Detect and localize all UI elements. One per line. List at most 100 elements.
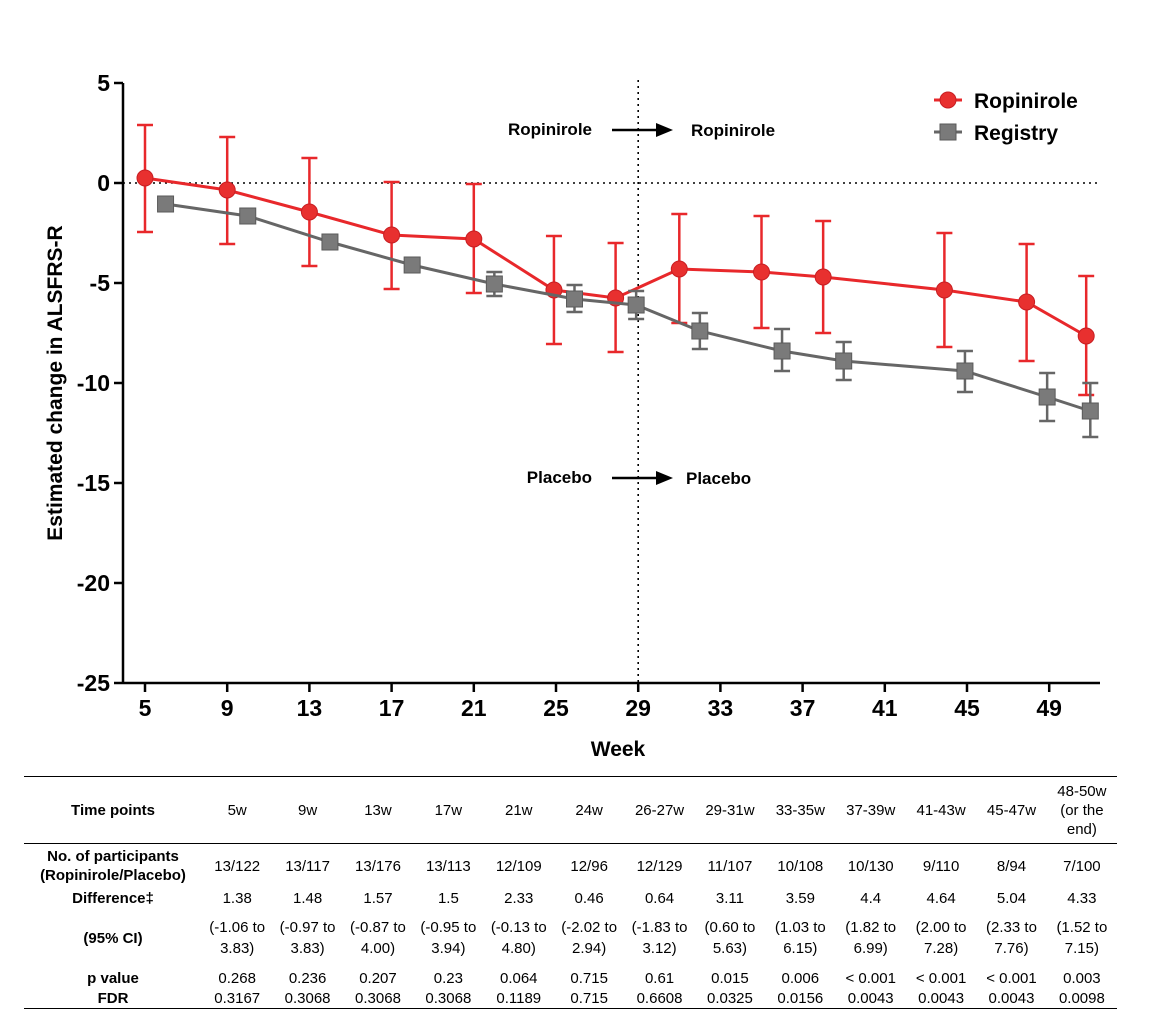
ci-row: (95% CI) (-1.06 to 3.83) (-0.97 to 3.83) (… — [24, 908, 1117, 968]
ci-cell: (-1.06 to 3.83) — [209, 919, 266, 957]
participants-cell: 12/129 — [636, 857, 683, 875]
axes: 5 0 -5 -10 -15 -20 -25 5 9 13 17 21 25 29 33 37 41 45 49 We… — [44, 70, 1100, 761]
series-ropinirole — [136, 123, 1095, 397]
ci-cell: (0.60 to 5.63) — [704, 919, 756, 957]
participants-cell: 10/108 — [777, 857, 824, 875]
reference-lines — [123, 80, 1100, 683]
x-tick-label: 29 — [625, 695, 651, 721]
x-tick-label: 17 — [379, 695, 405, 721]
x-tick-label: 5 — [139, 695, 152, 721]
difference-cell: 1.48 — [292, 889, 323, 907]
data-point — [835, 352, 853, 370]
data-point — [300, 203, 318, 221]
annotation-arrow-head — [656, 123, 673, 137]
fdr-cell: 0.715 — [553, 988, 625, 1009]
x-axis-title: Week — [591, 738, 646, 761]
participants-cell: 13/176 — [355, 857, 401, 875]
time-point-cell: 26-27w — [624, 776, 695, 844]
p-value-cell: 0.006 — [781, 969, 820, 987]
y-tick-label: -15 — [77, 470, 110, 496]
p-value-cell: < 0.001 — [845, 969, 896, 987]
data-point — [1077, 327, 1095, 345]
fdr-cell: 0.3068 — [272, 988, 343, 1009]
difference-cell: 1.38 — [222, 889, 252, 907]
p-value-cell: 0.207 — [359, 969, 397, 987]
x-tick-label: 41 — [872, 695, 898, 721]
ci-cell: (-0.95 to 3.94) — [420, 919, 477, 957]
p-value-row: p value 0.268 0.236 0.207 0.23 0.064 0.715 0.6… — [24, 968, 1117, 988]
data-point — [1038, 388, 1056, 406]
difference-row: Difference‡ 1.38 1.48 1.57 1.5 2.33 0.46 0.64 3… — [24, 888, 1117, 908]
data-point — [935, 281, 953, 299]
p-value-cell: 0.23 — [433, 969, 463, 987]
legend-item-ropinirole: Ropinirole — [934, 90, 1078, 113]
ci-cell: (-0.97 to 3.83) — [279, 919, 336, 957]
row-label-ci: (95% CI) — [83, 929, 143, 947]
data-point — [403, 256, 421, 274]
x-tick-label: 49 — [1036, 695, 1062, 721]
legend-label: Ropinirole — [974, 90, 1078, 113]
participants-cell: 12/109 — [495, 857, 542, 875]
ci-cell: (1.52 to 7.15) — [1056, 919, 1108, 957]
time-point-cell: 48-50w (or the end) — [1046, 776, 1118, 844]
fdr-cell: 0.0043 — [976, 988, 1047, 1009]
data-point — [157, 195, 175, 213]
x-tick-label: 37 — [790, 695, 816, 721]
difference-cell: 1.57 — [363, 889, 393, 907]
data-point — [485, 275, 503, 293]
legend-item-registry: Registry — [934, 122, 1058, 145]
p-value-cell: 0.003 — [1063, 969, 1101, 987]
data-point — [218, 181, 236, 199]
data-point — [465, 230, 483, 248]
ci-cell: (-0.87 to 4.00) — [350, 919, 406, 957]
fdr-cell: 0.0098 — [1046, 988, 1118, 1009]
y-tick-label: -20 — [77, 570, 110, 596]
y-tick-label: -25 — [77, 670, 110, 696]
series-registry — [157, 195, 1099, 439]
time-point-cell: 33-35w — [765, 776, 836, 844]
fdr-cell: 0.3068 — [413, 988, 484, 1009]
arm-annotation: Ropinirole Ropinirole — [508, 120, 775, 140]
y-tick-label: -10 — [77, 370, 110, 396]
time-point-cell: 41-43w — [905, 776, 977, 844]
ci-cell: (1.03 to 6.15) — [774, 919, 826, 957]
ci-cell: (1.82 to 6.99) — [845, 919, 897, 957]
annotation-label-before: Placebo — [527, 468, 592, 487]
x-tick-label: 9 — [221, 695, 234, 721]
p-value-cell: 0.715 — [570, 969, 608, 987]
participants-cell: 9/110 — [922, 857, 960, 875]
difference-cell: 0.46 — [574, 889, 604, 907]
time-point-cell: 24w — [553, 776, 625, 844]
x-tick-label: 25 — [543, 695, 569, 721]
p-value-cell: < 0.001 — [915, 969, 967, 987]
time-point-cell: 29-31w — [694, 776, 766, 844]
ci-cell: (-2.02 to 2.94) — [561, 919, 618, 957]
difference-cell: 4.33 — [1067, 889, 1097, 907]
time-point-cell: 9w — [272, 776, 343, 844]
y-axis-title: Estimated change in ALSFRS-R — [44, 225, 67, 540]
fdr-cell: 0.0156 — [765, 988, 836, 1009]
difference-cell: 4.64 — [926, 889, 956, 907]
fdr-cell: 0.0043 — [835, 988, 906, 1009]
participants-cell: 7/100 — [1063, 857, 1101, 875]
difference-cell: 2.33 — [504, 889, 534, 907]
series — [136, 123, 1099, 439]
fdr-cell: 0.3167 — [202, 988, 273, 1009]
difference-cell: 3.59 — [785, 889, 815, 907]
time-point-cell: 17w — [413, 776, 484, 844]
difference-cell: 5.04 — [996, 889, 1027, 907]
ci-cell: (2.33 to 7.76) — [986, 919, 1037, 957]
data-point — [773, 342, 791, 360]
row-label-difference: Difference‡ — [72, 889, 154, 907]
participants-cell: 13/117 — [285, 857, 330, 875]
annotations: Ropinirole Ropinirole Placebo Placebo — [508, 120, 775, 488]
legend-marker — [939, 123, 957, 141]
fdr-cell: 0.6608 — [624, 988, 695, 1009]
legend-marker — [939, 91, 957, 109]
difference-cell: 1.5 — [437, 889, 459, 907]
time-point-cell: 45-47w — [976, 776, 1047, 844]
time-point-cell: 13w — [342, 776, 414, 844]
participants-cell: 8/94 — [996, 857, 1027, 875]
y-tick-label: 5 — [97, 70, 110, 96]
row-label-participants-line2: (Ropinirole/Placebo) — [40, 867, 186, 884]
